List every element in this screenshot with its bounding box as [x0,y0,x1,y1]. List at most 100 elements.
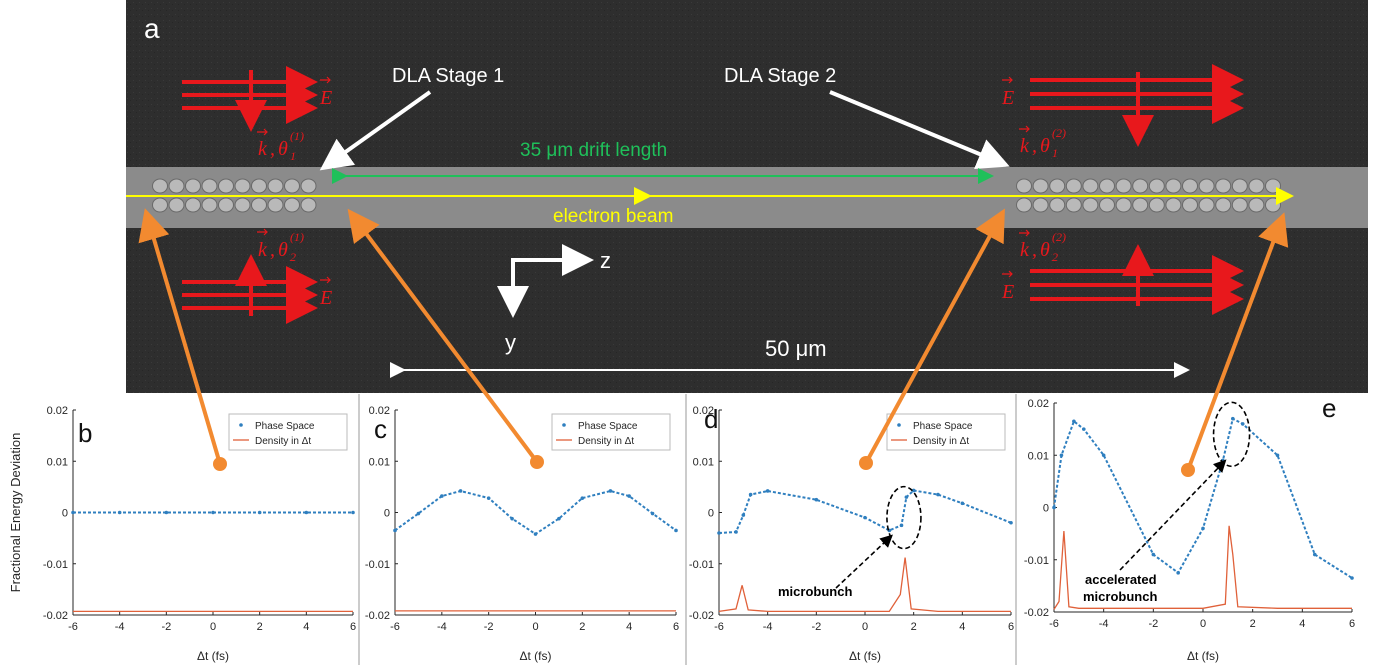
pointer-to-b [138,208,222,465]
pillar [152,178,168,194]
svg-text:θ: θ [1040,135,1050,157]
stage1-pointer [319,90,432,171]
legend-density-label: Density in Δt [578,436,634,447]
pillar [1248,178,1265,194]
pillar [1132,178,1149,194]
y-tick-label: 0.01 [369,456,390,468]
legend: Phase Space Density in Δt [551,413,671,451]
phase-point [741,513,746,517]
pillar [1182,178,1198,194]
pillar [300,197,317,213]
pillar [1065,178,1082,194]
phase-point [608,489,613,493]
x-tick-label: 6 [350,621,356,633]
x-tick-label: -6 [390,621,400,633]
pillar [1082,178,1099,194]
k-theta-bottom-left: k , θ 2 (1) [258,230,304,264]
plot-panel-d: -6 -4 -2 0 2 4 6 -0.02 -0.01 0 0.01 0.02 Δt (fs) Phas… [685,394,1015,665]
phase-point [71,510,75,515]
phase-point [580,496,585,500]
y-tick-label: -0.01 [689,559,714,571]
microbunch-arrow [835,534,893,589]
pillar [251,197,267,213]
phase-point [765,489,770,493]
pillar [1132,197,1149,213]
phase-point [117,510,122,515]
svg-text:θ: θ [1040,239,1050,261]
phase-point [1151,552,1156,557]
drift-length-label: 35 μm drift length [520,140,667,161]
pillar [1231,197,1248,213]
phase-point [510,516,514,521]
laser-group-top-right [1030,64,1244,147]
x-tick-label: 6 [1008,621,1014,633]
svg-text:2: 2 [290,250,296,264]
y-tick-label: 0 [384,508,390,520]
pillar [1148,178,1165,194]
field-e-bottom-right: E [1001,281,1014,303]
pointer-dot-c [530,455,544,469]
phase-point [1312,552,1317,557]
phase-point [486,496,491,500]
plot-panel-e: -6 -4 -2 0 2 4 6 -0.02 -0.01 0 0.01 0.02 Δt (fs) e acc… [1015,393,1388,665]
pillar [1165,178,1182,194]
x-tick-label: -6 [68,621,78,633]
pillar [300,178,317,194]
microbunch-label: microbunch [778,584,852,599]
legend-density-label: Density in Δt [255,436,311,447]
pillar [218,197,234,213]
phase-point [1072,419,1076,424]
svg-text:θ: θ [278,239,288,261]
phase-point [304,510,309,515]
x-axis-label: Δt (fs) [1187,649,1219,663]
pillar [1115,197,1132,213]
phase-point [960,501,965,506]
panel-d-label: d [704,404,718,434]
phase-point [734,530,738,534]
svg-text:k: k [258,239,268,261]
x-tick-label: -6 [714,621,724,633]
pillar [185,178,201,194]
pillar [168,178,185,194]
svg-text:(2): (2) [1052,126,1066,140]
phase-point [717,531,721,535]
microbunch-ellipse [886,485,922,550]
density-line [718,557,1011,613]
pillar [284,197,300,213]
x-tick-label: 6 [673,621,679,633]
phase-space-line [1053,417,1353,579]
phase-point [863,515,867,520]
x-axis-label: Δt (fs) [197,649,229,663]
x-tick-label: 2 [579,621,585,633]
x-axis-label: Δt (fs) [519,649,551,663]
phase-point [936,492,940,497]
y-tick-label: 0 [1043,503,1049,515]
density-line [1053,525,1352,610]
panel-a-label: a [144,13,160,44]
y-tick-label: 0.01 [47,456,68,468]
phase-point [351,510,355,515]
phase-point [1176,571,1180,575]
y-tick-label: -0.01 [1024,555,1049,567]
phase-point [1101,453,1106,458]
x-tick-label: 4 [303,621,309,633]
phase-point [1231,416,1235,421]
svg-text:k: k [1020,135,1030,157]
svg-text:(1): (1) [290,129,304,143]
laser-group-top-left [182,66,318,132]
pillar [1049,178,1066,194]
svg-text:,: , [1032,239,1037,261]
vector-hats [257,76,1030,284]
x-tick-label: 2 [911,621,917,633]
phase-point [911,488,916,493]
y-tick-label: 0.02 [369,405,390,417]
pillar [218,178,234,194]
x-tick-label: -2 [484,621,494,633]
pillar [267,197,284,213]
field-e-top-right: E [1001,87,1014,109]
plots-group: -6 -4 -2 0 2 4 6 -0.02 -0.01 0 0.01 0.02 Δt (fs) Frac… [0,393,1388,665]
axis-y-label: y [505,330,516,355]
field-e-bottom-left: E [319,287,332,309]
pillar [1198,197,1215,213]
svg-text:,: , [270,138,275,160]
